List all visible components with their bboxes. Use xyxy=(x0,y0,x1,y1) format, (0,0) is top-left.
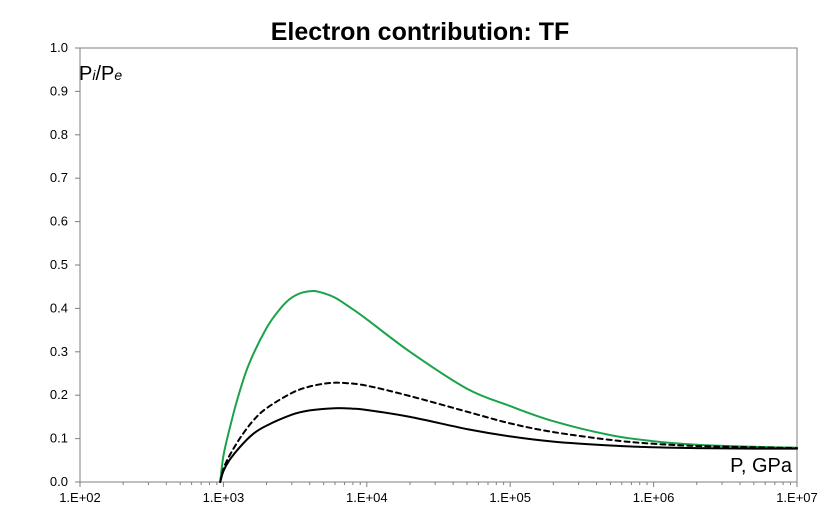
plot-frame xyxy=(79,47,798,483)
y-tick-label: 0.4 xyxy=(50,300,68,315)
y-axis-label: Pi/Pe xyxy=(79,63,122,85)
series-line-3 xyxy=(219,407,798,483)
y-tick-label: 0.3 xyxy=(50,344,68,359)
x-tick-label: 1.E+07 xyxy=(776,490,818,505)
y-tick-label: 0.5 xyxy=(50,257,68,272)
y-axis-label-sub2: e xyxy=(114,67,122,83)
y-tick-label: 0.1 xyxy=(50,431,68,446)
x-tick-label: 1.E+02 xyxy=(59,490,101,505)
x-tick-label: 1.E+04 xyxy=(346,490,388,505)
plot-area: 0.0 0.1 0.2 0.3 0.4 0.5 0.6 0.7 0.8 0.9 1.0 1.E+02 1… xyxy=(50,40,818,505)
y-axis-label-main: P xyxy=(79,63,92,85)
y-axis-label-mid: /P xyxy=(95,63,114,85)
y-axis-label-sub1: i xyxy=(92,67,96,83)
x-tick-label: 1.E+05 xyxy=(489,490,531,505)
y-tick-label: 0.8 xyxy=(50,127,68,142)
series-line-1 xyxy=(219,289,798,483)
x-axis-label: P, GPa xyxy=(730,455,793,477)
y-tick-label: 0.2 xyxy=(50,387,68,402)
y-tick-label: 0.0 xyxy=(50,474,68,489)
y-tick-label: 0.9 xyxy=(50,83,68,98)
series-line-2 xyxy=(219,381,798,483)
y-tick-label: 0.7 xyxy=(50,170,68,185)
chart-title: Electron contribution: TF xyxy=(271,18,570,46)
y-tick-label: 1.0 xyxy=(50,40,68,55)
y-tick-label: 0.6 xyxy=(50,214,68,229)
x-tick-label: 1.E+03 xyxy=(203,490,245,505)
x-tick-label: 1.E+06 xyxy=(633,490,675,505)
